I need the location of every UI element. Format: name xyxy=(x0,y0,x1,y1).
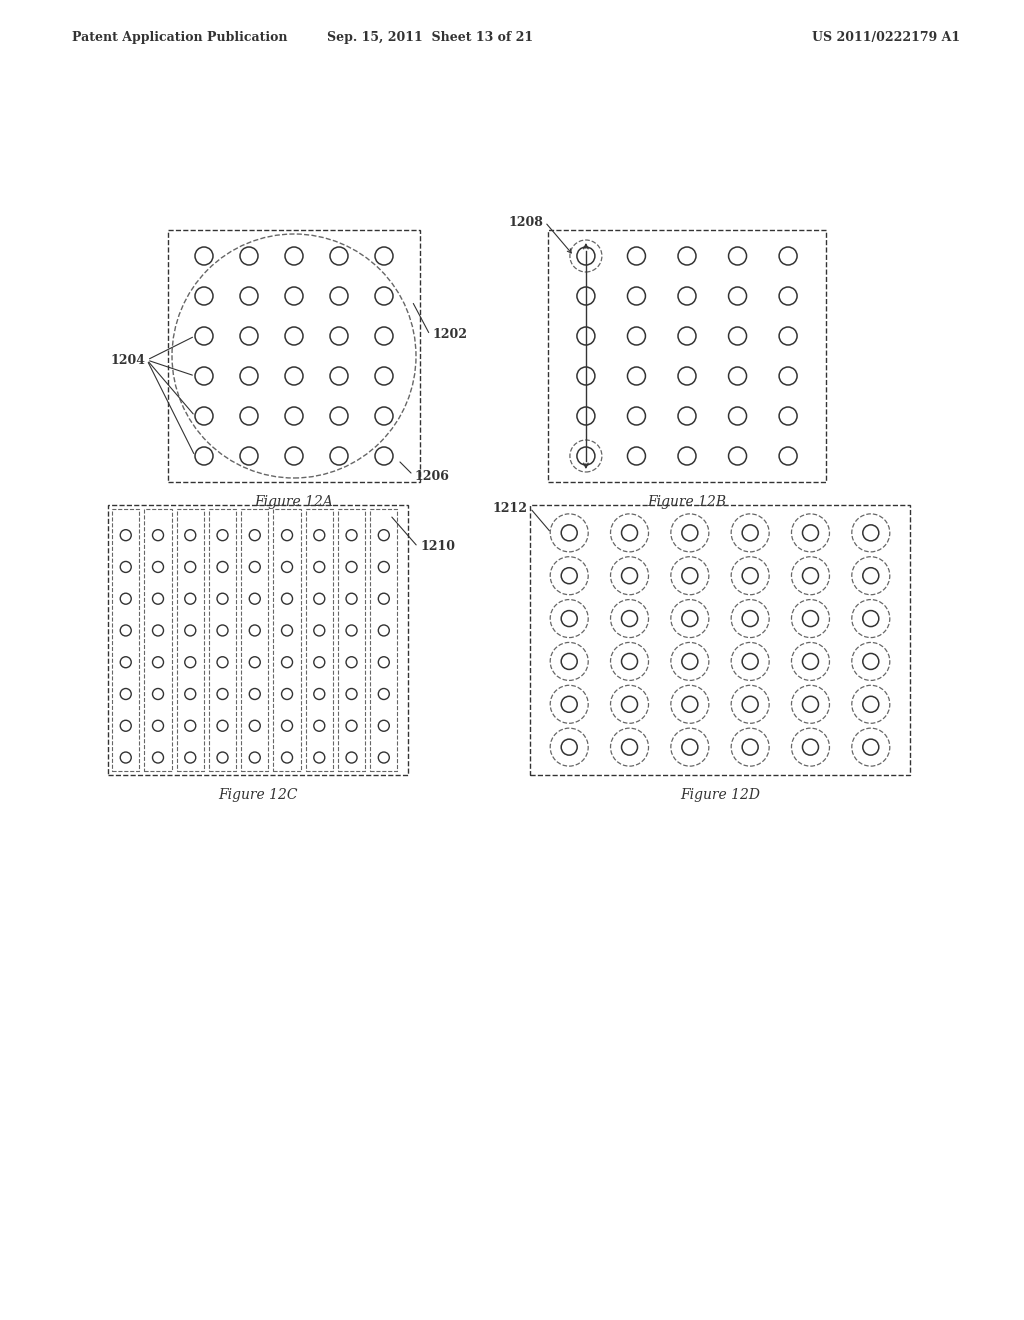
Text: 1208: 1208 xyxy=(508,215,543,228)
Bar xyxy=(548,230,826,482)
Text: US 2011/0222179 A1: US 2011/0222179 A1 xyxy=(812,32,961,45)
Bar xyxy=(371,510,397,771)
Bar xyxy=(209,510,237,771)
Bar xyxy=(168,230,420,482)
Text: Figure 12B: Figure 12B xyxy=(647,495,727,510)
Text: Figure 12D: Figure 12D xyxy=(680,788,760,803)
Bar xyxy=(273,510,301,771)
Text: Figure 12C: Figure 12C xyxy=(218,788,298,803)
Bar xyxy=(144,510,172,771)
Bar xyxy=(113,510,139,771)
Bar xyxy=(338,510,366,771)
Text: Sep. 15, 2011  Sheet 13 of 21: Sep. 15, 2011 Sheet 13 of 21 xyxy=(327,32,534,45)
Text: Figure 12A: Figure 12A xyxy=(255,495,334,510)
Bar xyxy=(242,510,268,771)
Text: 1210: 1210 xyxy=(420,540,455,553)
Text: Patent Application Publication: Patent Application Publication xyxy=(72,32,288,45)
Text: 1206: 1206 xyxy=(415,470,450,483)
Bar xyxy=(108,506,408,775)
Text: 1212: 1212 xyxy=(493,502,528,515)
Bar xyxy=(177,510,204,771)
Bar xyxy=(306,510,333,771)
Text: 1204: 1204 xyxy=(110,354,145,367)
Bar xyxy=(530,506,910,775)
Text: 1202: 1202 xyxy=(432,329,467,342)
